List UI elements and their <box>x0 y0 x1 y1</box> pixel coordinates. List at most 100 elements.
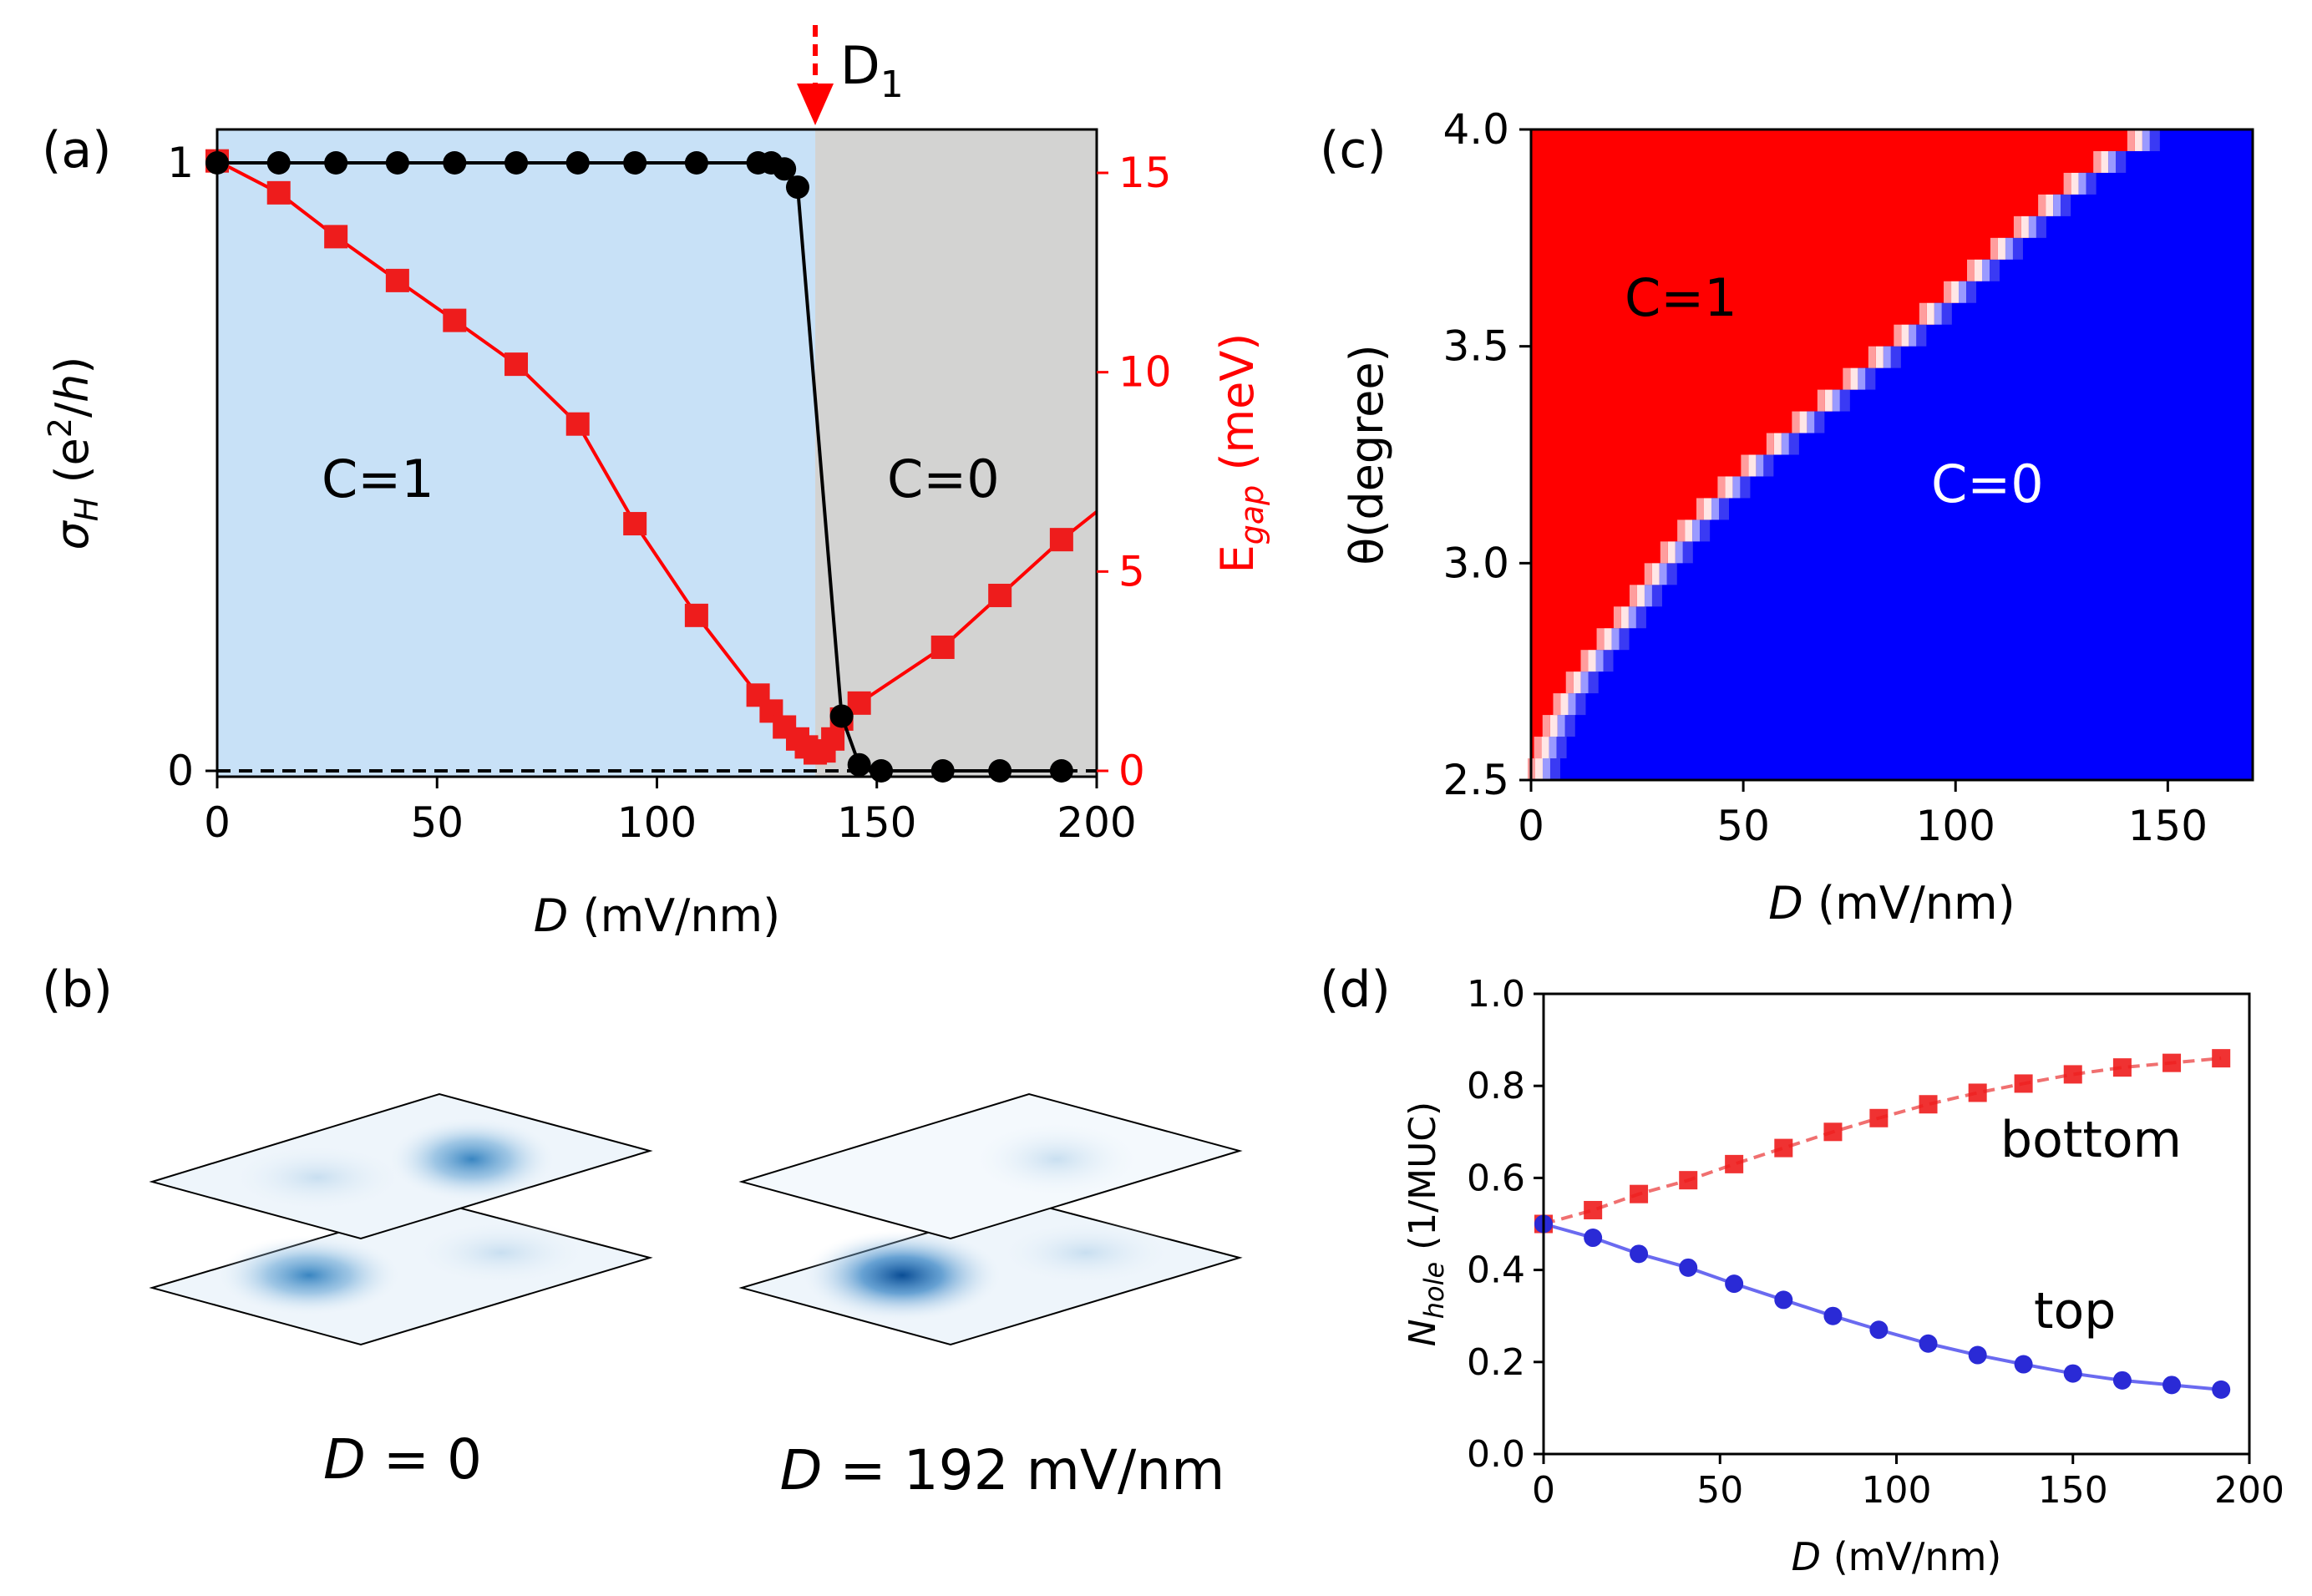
layer-stack-d192 <box>738 1092 1243 1346</box>
boundary-cell-light <box>1934 302 1942 325</box>
boundary-cell-white <box>1901 324 1909 347</box>
boundary-cell-light <box>1692 519 1701 542</box>
boundary-cell-white <box>1560 693 1569 716</box>
boundary-cell-mid <box>1941 302 1952 325</box>
boundary-cell-pink <box>1677 519 1686 542</box>
bottom-point <box>2014 1074 2033 1093</box>
ylabel-sigma-sub: H <box>68 498 105 522</box>
bottom-point <box>1774 1138 1793 1158</box>
boundary-cell-pink <box>1696 498 1704 520</box>
boundary-cell-white <box>1875 346 1884 368</box>
heatmap-c1-label: C=1 <box>1625 267 1737 328</box>
boundary-cell-pink <box>1542 715 1550 737</box>
panel-b: (b) D = 0 <box>42 960 1243 1502</box>
caption-d192-var: D <box>780 1438 823 1502</box>
top-point <box>2063 1364 2082 1383</box>
top-point <box>1584 1229 1603 1248</box>
panel-d-label: (d) <box>1320 960 1391 1019</box>
charge-density-blob-faint <box>994 1219 1178 1286</box>
boundary-cell-pink <box>1580 650 1589 672</box>
boundary-cell-mid <box>1564 715 1575 737</box>
boundary-cell-mid <box>2012 237 2023 260</box>
boundary-cell-white <box>1997 237 2005 260</box>
bottom-point <box>1919 1095 1938 1114</box>
y-tick-label: 0.2 <box>1467 1341 1525 1384</box>
egap-point <box>324 225 348 249</box>
panel-c-xlabel: D (mV/nm) <box>1768 877 2015 930</box>
panel-a-ylabel-left: σH (e2/h) <box>42 357 105 550</box>
boundary-cell-white <box>2134 129 2142 151</box>
heatmap-c1-region <box>1531 129 2142 780</box>
x-tick-label: 100 <box>1916 802 1995 850</box>
boundary-cell-white <box>1588 650 1596 672</box>
bottom-point <box>1968 1083 1987 1102</box>
y-left-tick-label: 0 <box>167 747 194 795</box>
ylabel-n: N <box>1402 1319 1444 1346</box>
panel-d: (d) 0 50 100 150 200 0.0 0.2 0.4 0.6 0.8 1.0 botto… <box>1320 960 2284 1579</box>
bottom-point <box>1630 1184 1649 1203</box>
boundary-cell-pink <box>1817 389 1825 412</box>
egap-point <box>385 268 409 292</box>
sigma-point <box>565 151 590 175</box>
panel-d-series <box>1534 1049 2231 1399</box>
x-tick-label: 50 <box>410 798 464 847</box>
panel-d-frame <box>1542 992 2251 1456</box>
bottom-point <box>1679 1171 1698 1190</box>
panel-d-xlabel-var: D <box>1792 1534 1821 1579</box>
top-layer-d0 <box>149 1092 653 1240</box>
x-tick-label: 50 <box>1716 802 1770 850</box>
panel-c-xlabel-unit: (mV/nm) <box>1818 877 2015 930</box>
panel-d-xlabel: D (mV/nm) <box>1792 1534 2002 1579</box>
sigma-point <box>988 759 1012 783</box>
boundary-cell-mid <box>1549 758 1560 780</box>
boundary-cell-mid <box>1556 737 1567 759</box>
x-tick-label: 100 <box>617 798 697 847</box>
sigma-point <box>443 151 467 175</box>
region-c1 <box>217 129 816 777</box>
panel-a-xlabel-var: D <box>534 889 569 942</box>
y-tick-label: 0.0 <box>1467 1433 1525 1476</box>
boundary-cell-white <box>1773 433 1782 455</box>
boundary-cell-light <box>1568 693 1576 716</box>
panel-b-label: (b) <box>42 960 113 1019</box>
sigma-point <box>385 151 409 175</box>
boundary-cell-white <box>1541 737 1549 759</box>
boundary-cell-mid <box>1990 259 2000 281</box>
boundary-cell-mid <box>1740 476 1751 499</box>
boundary-cell-white <box>1651 563 1660 585</box>
x-tick-label: 100 <box>1862 1469 1932 1512</box>
boundary-cell-light <box>2053 194 2061 216</box>
boundary-cell-light <box>2108 150 2117 173</box>
boundary-cell-pink <box>2063 172 2071 195</box>
y-right-tick-label: 0 <box>1118 747 1145 795</box>
boundary-cell-pink <box>1868 346 1876 368</box>
boundary-cell-light <box>2142 129 2150 151</box>
y-tick-label: 3.5 <box>1442 322 1509 371</box>
ylabel-mev: (meV) <box>1211 333 1264 485</box>
y-tick-label: 0.6 <box>1467 1157 1525 1199</box>
bottom-layer-d0 <box>149 1201 653 1346</box>
bottom-point <box>1725 1154 1744 1173</box>
y-tick-label: 0.8 <box>1467 1065 1525 1107</box>
boundary-cell-white <box>1573 671 1581 694</box>
y-tick-label: 3.0 <box>1442 539 1509 587</box>
y-tick-label: 2.5 <box>1442 756 1509 804</box>
charge-density-blob-faint <box>973 1122 1140 1197</box>
sigma-point <box>847 752 871 777</box>
bottom-point <box>1823 1122 1843 1142</box>
top-point <box>1869 1320 1889 1340</box>
boundary-cell-light <box>1557 715 1565 737</box>
boundary-cell-pink <box>1967 259 1975 281</box>
y-right-tick-label: 5 <box>1118 547 1145 595</box>
boundary-cell-mid <box>1719 498 1729 520</box>
boundary-cell-pink <box>1990 237 1998 260</box>
top-point <box>1679 1258 1698 1277</box>
ylabel-close: ) <box>46 357 99 374</box>
boundary-cell-light <box>1858 367 1866 390</box>
top-point <box>2112 1371 2132 1390</box>
top-point <box>1968 1345 1987 1365</box>
boundary-cell-pink <box>1717 476 1726 499</box>
boundary-cell-light <box>1781 433 1789 455</box>
boundary-cell-light <box>1549 737 1557 759</box>
panel-c-ticks: 0 50 100 150 2.5 3.0 3.5 4.0 <box>1442 105 2208 850</box>
